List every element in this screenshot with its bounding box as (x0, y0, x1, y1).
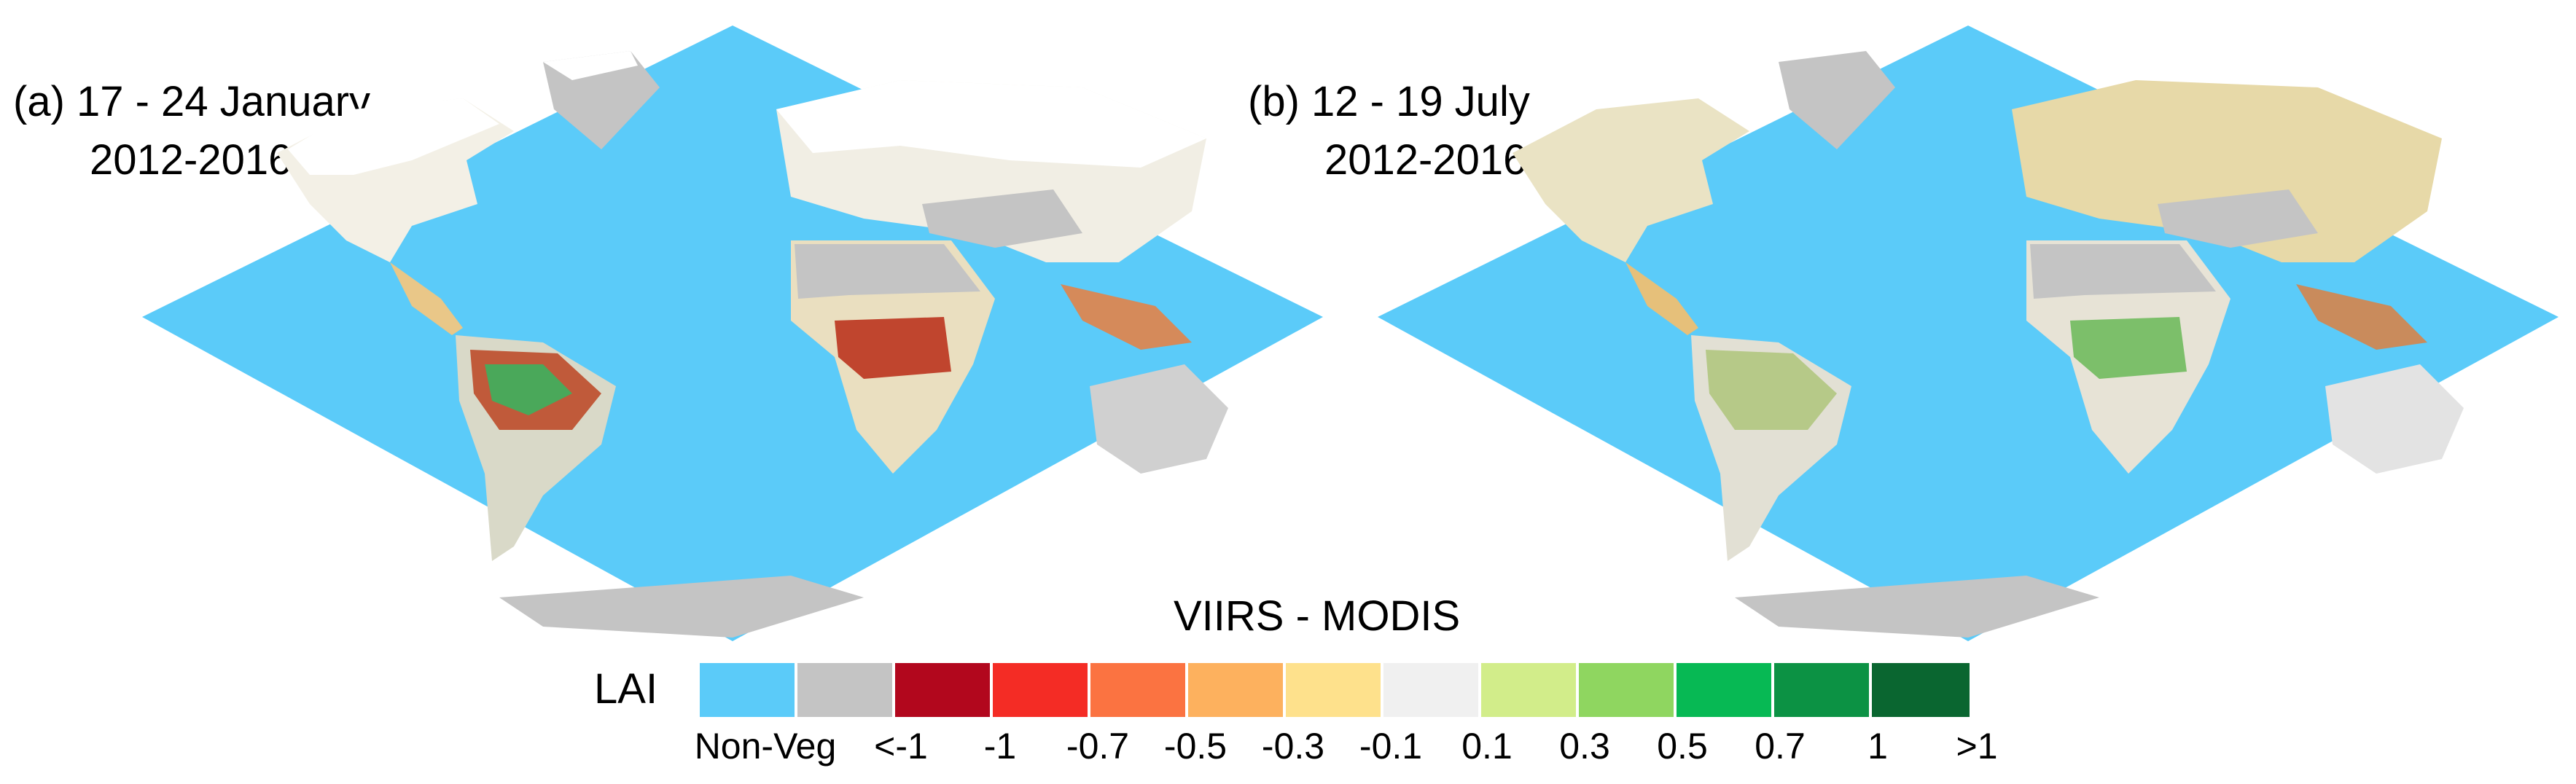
legend-swatch (1774, 663, 1872, 717)
legend-swatch (1677, 663, 1774, 717)
legend-tick-label: -0.1 (1359, 726, 1423, 767)
north-america (1513, 98, 1749, 262)
asia-barren (922, 189, 1082, 248)
legend-swatch (1872, 663, 1970, 717)
map-january (142, 26, 1323, 641)
legend-swatch (1481, 663, 1579, 717)
asia-barren (2158, 189, 2318, 248)
legend-tick-label: 0.3 (1559, 726, 1610, 767)
legend-tick-label: 1 (1867, 726, 1888, 767)
eurasia (2012, 80, 2442, 262)
legend-swatch (1579, 663, 1677, 717)
panel-b-title: (b) 12 - 19 July 2012-2016 (1248, 73, 1530, 189)
legend-variable: LAI (594, 665, 658, 713)
legend-swatch (797, 663, 895, 717)
amazon-green (485, 364, 572, 415)
legend-title: VIIRS - MODIS (1174, 592, 1461, 640)
central-america (390, 262, 463, 335)
eurasia-snow (776, 80, 1206, 168)
map-july (1378, 26, 2559, 641)
legend-tick-label: -0.5 (1163, 726, 1227, 767)
legend-tick-label: 0.7 (1755, 726, 1806, 767)
sahara (795, 244, 980, 299)
sahara (2030, 244, 2216, 299)
legend-swatch (993, 663, 1090, 717)
legend-colorbar (700, 663, 1970, 717)
legend-tick-label: 0.1 (1461, 726, 1513, 767)
australia (1090, 364, 1228, 474)
greenland (1779, 51, 1895, 149)
na-snow (288, 98, 499, 175)
legend-swatch (1090, 663, 1188, 717)
legend-swatch (1383, 663, 1481, 717)
legend-tick-label: 0.5 (1657, 726, 1708, 767)
legend-swatch (1188, 663, 1286, 717)
legend-tick-label: Non-Veg (694, 726, 837, 767)
legend-tick-label: -0.7 (1066, 726, 1130, 767)
antarctica (499, 576, 864, 638)
greenland-snow (543, 51, 638, 80)
legend-swatch (895, 663, 993, 717)
legend-swatch (700, 663, 797, 717)
panel-b-title-line2: 2012-2016 (1324, 136, 1527, 184)
legend-swatch (1286, 663, 1383, 717)
legend-tick-label: -0.3 (1261, 726, 1325, 767)
antarctica (1735, 576, 2099, 638)
se-asia (2296, 284, 2427, 350)
africa-red (835, 317, 951, 379)
central-america (1625, 262, 1698, 335)
legend-tick-label: -1 (983, 726, 1017, 767)
se-asia (1061, 284, 1192, 350)
australia (2325, 364, 2464, 474)
amazon (1706, 350, 1837, 430)
panel-b-title-line1: (b) 12 - 19 July (1248, 78, 1530, 125)
panel-a-title-line1: (a) 17 - 24 January (13, 78, 371, 125)
panel-a-title: (a) 17 - 24 January 2012-2016 (13, 73, 370, 189)
legend-tick-label: <-1 (874, 726, 928, 767)
africa-green (2070, 317, 2187, 379)
legend-tick-label: >1 (1956, 726, 1998, 767)
panel-a-title-line2: 2012-2016 (90, 136, 292, 184)
